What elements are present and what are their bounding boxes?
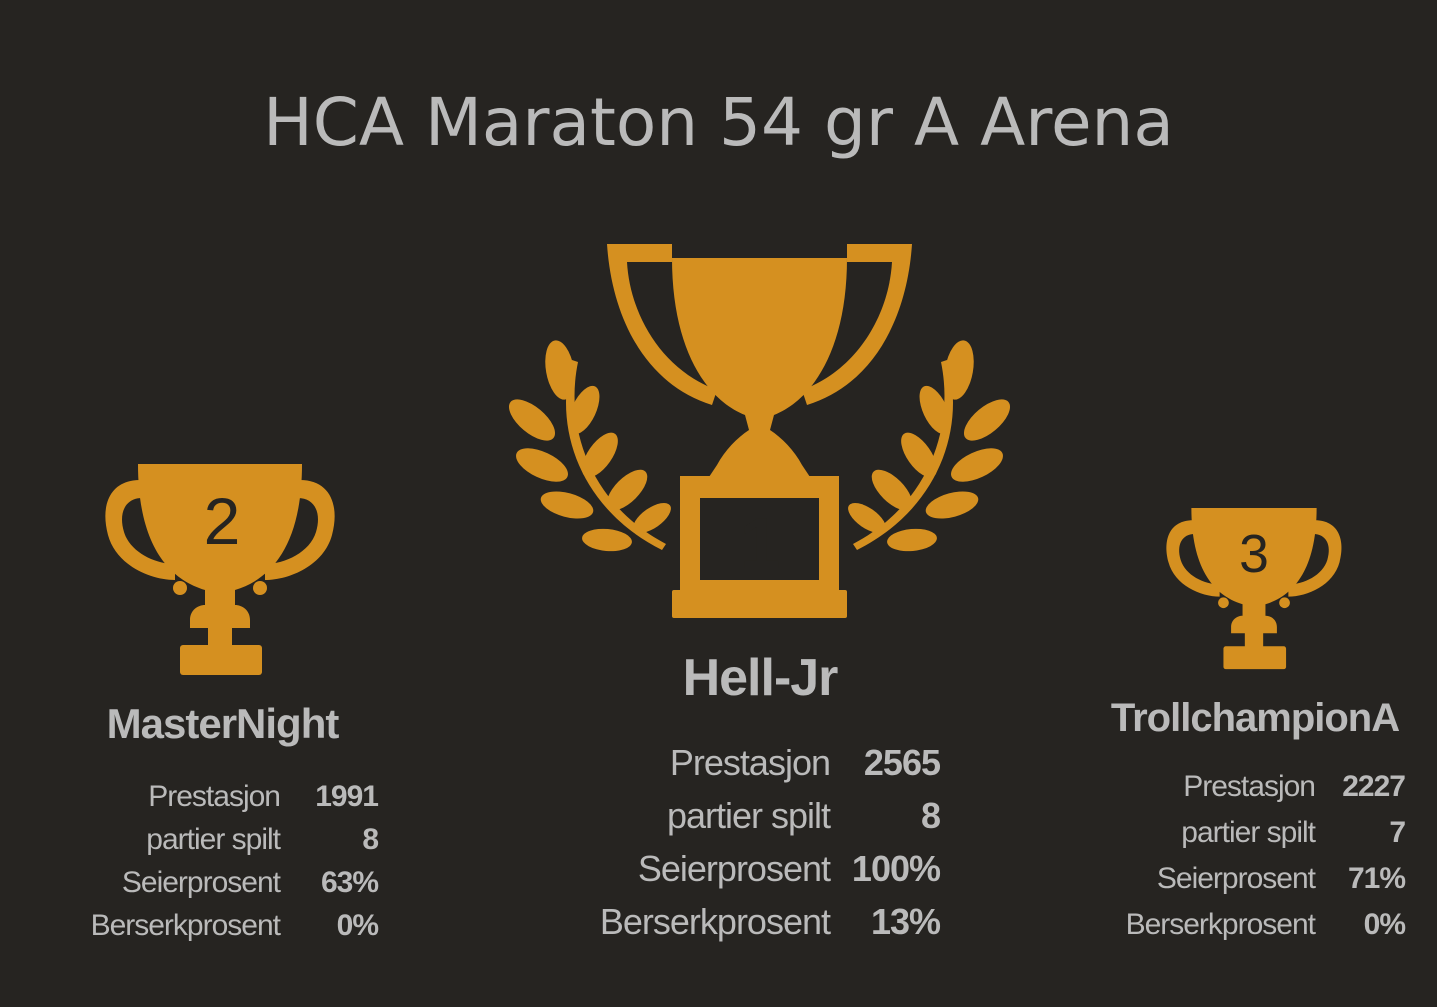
stat-value: 7 (1389, 816, 1406, 849)
stat-row: Prestasjon 2227 (1095, 764, 1406, 810)
stat-row: Berserkprosent 0% (1095, 902, 1406, 948)
stat-label: Prestasjon (669, 741, 831, 783)
stat-value: 63% (320, 865, 379, 899)
page-title: HCA Maraton 54 gr A Arena (263, 84, 1174, 161)
stat-value: 71% (1347, 862, 1406, 895)
player-name-second[interactable]: MasterNight (106, 700, 340, 747)
stats-table-third: Prestasjon 2227 partier spilt 7 Seierpro… (1095, 764, 1406, 948)
stat-value: 13% (870, 900, 941, 942)
stats-table-second: Prestasjon 1991 partier spilt 8 Seierpro… (70, 775, 379, 947)
stat-label: partier spilt (146, 822, 281, 856)
stat-row: Prestasjon 1991 (70, 775, 379, 818)
stat-value: 2227 (1342, 770, 1406, 803)
stat-label: Berserkprosent (1125, 908, 1316, 941)
player-name-third[interactable]: TrollchampionA (1110, 696, 1400, 740)
stat-row: Seierprosent 100% (565, 842, 941, 895)
stat-label: Seierprosent (1156, 862, 1316, 895)
stat-label: Seierprosent (637, 847, 831, 889)
stat-label: partier spilt (1181, 816, 1316, 849)
stat-label: Prestasjon (1183, 770, 1316, 803)
stat-row: partier spilt 7 (1095, 810, 1406, 856)
stat-label: Prestasjon (148, 779, 281, 813)
stat-label: Berserkprosent (599, 900, 831, 942)
rank-3-number: 3 (1239, 525, 1269, 584)
rank-1-number: 1 (740, 504, 780, 584)
stat-row: partier spilt 8 (565, 789, 941, 842)
stat-row: Seierprosent 71% (1095, 856, 1406, 902)
player-name-first[interactable]: Hell-Jr (682, 649, 839, 707)
stat-value: 100% (851, 847, 941, 889)
stat-value: 8 (920, 794, 941, 836)
stat-row: Seierprosent 63% (70, 861, 379, 904)
stat-row: Prestasjon 2565 (565, 736, 941, 789)
rank-2-number: 2 (204, 484, 241, 558)
stat-row: Berserkprosent 0% (70, 904, 379, 947)
stat-label: partier spilt (666, 794, 831, 836)
trophy-icon: 3 (1166, 508, 1342, 670)
trophy-icon: 2 (105, 464, 335, 675)
stat-value: 2565 (863, 741, 941, 783)
stat-row: Berserkprosent 13% (565, 895, 941, 948)
stat-value: 1991 (315, 779, 379, 813)
trophy-laurel-icon: 1 (508, 244, 1011, 618)
stat-label: Berserkprosent (90, 908, 281, 942)
stat-value: 0% (1363, 908, 1406, 941)
stats-table-first: Prestasjon 2565 partier spilt 8 Seierpro… (565, 736, 941, 948)
stat-value: 0% (336, 908, 379, 942)
stat-label: Seierprosent (121, 865, 281, 899)
stat-row: partier spilt 8 (70, 818, 379, 861)
stat-value: 8 (362, 822, 379, 856)
